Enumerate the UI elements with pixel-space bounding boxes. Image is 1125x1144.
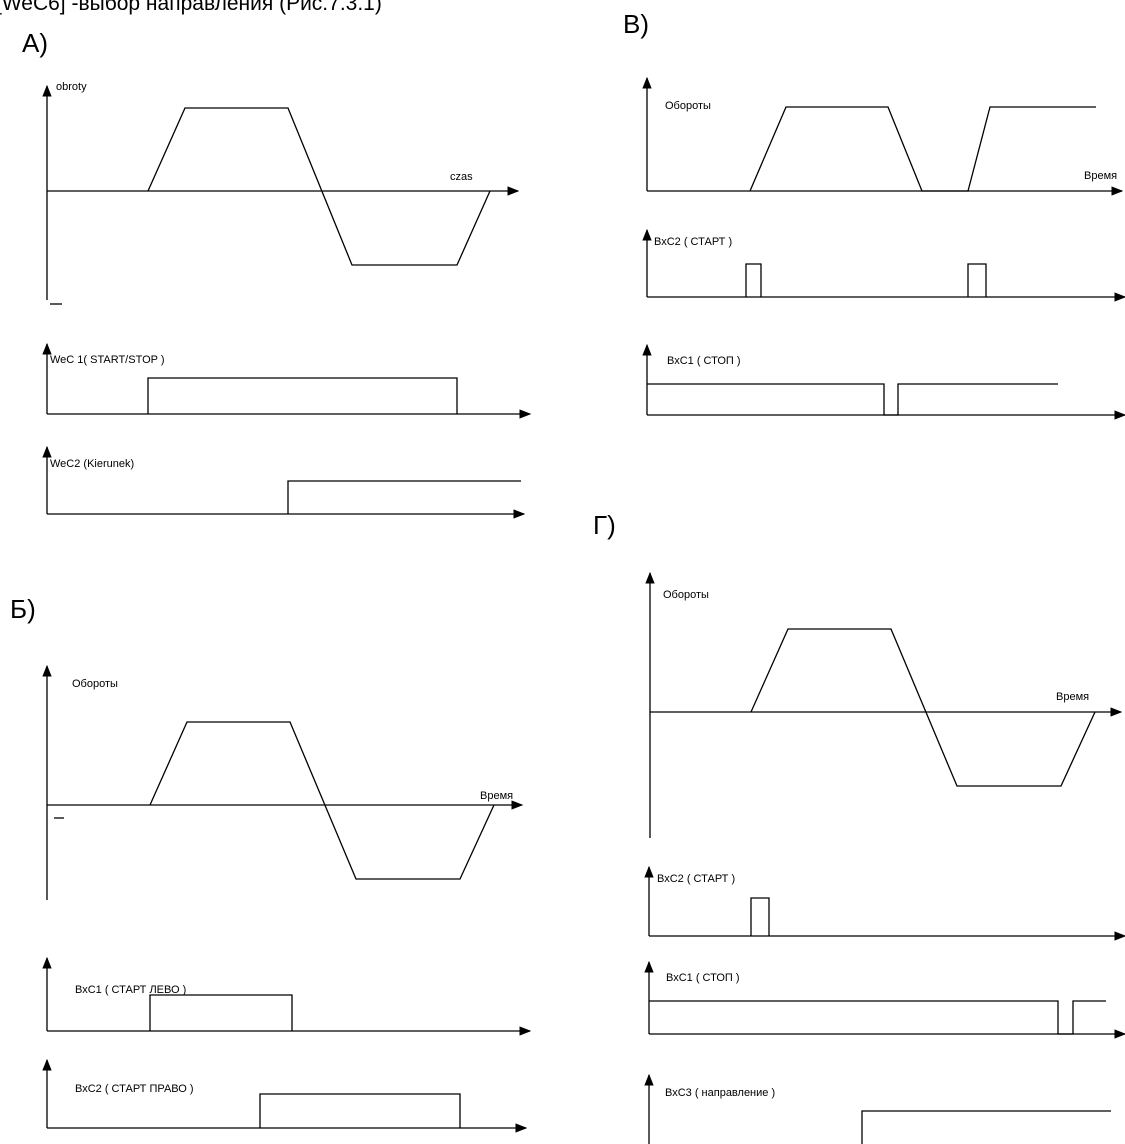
b-right-pulse bbox=[259, 1093, 461, 1128]
a-time-label: czas bbox=[450, 171, 473, 183]
a-wec2-label: WeC2 (Kierunek) bbox=[50, 458, 134, 470]
g-speed-trace bbox=[750, 628, 1096, 787]
panel-g: Г) Обороты Время ВхС2 ( СТАРТ ) ВхС1 ( С… bbox=[593, 510, 1125, 1144]
v-time-label: Время bbox=[1084, 170, 1117, 182]
v-start-label: ВхС2 ( СТАРТ ) bbox=[654, 236, 732, 248]
v-stop-trace bbox=[647, 383, 1058, 416]
b-left-pulse bbox=[149, 994, 293, 1031]
panel-b: Б) Обороты Время ВхС1 ( СТАРТ ЛЕВО ) ВхС… bbox=[10, 594, 532, 1133]
panel-a: А) obroty czas WeC 1( START/STOP ) WeC2 … bbox=[22, 28, 532, 519]
b-right-label: ВхС2 ( СТАРТ ПРАВО ) bbox=[75, 1083, 194, 1095]
v-start-pulse-2 bbox=[967, 263, 987, 297]
g-speed-label: Обороты bbox=[663, 589, 709, 601]
b-left-label: ВхС1 ( СТАРТ ЛЕВО ) bbox=[75, 984, 186, 996]
v-start-pulse-1 bbox=[745, 263, 762, 297]
g-stop-label: ВхС1 ( СТОП ) bbox=[666, 972, 740, 984]
v-speed-label: Обороты bbox=[665, 100, 711, 112]
panel-g-letter: Г) bbox=[593, 510, 616, 540]
g-start-pulse bbox=[750, 897, 770, 936]
a-wec1-pulse bbox=[147, 377, 458, 414]
b-time-label: Время bbox=[480, 790, 513, 802]
panel-v-letter: В) bbox=[623, 9, 649, 39]
b-speed-label: Обороты bbox=[72, 678, 118, 690]
panel-v: В) Обороты Время ВхС2 ( СТАРТ ) ВхС1 ( С… bbox=[623, 9, 1125, 420]
v-stop-label: ВхС1 ( СТОП ) bbox=[667, 355, 741, 367]
panel-a-letter: А) bbox=[22, 28, 48, 58]
g-stop-trace bbox=[649, 1000, 1106, 1035]
v-speed-trace bbox=[749, 106, 1096, 192]
g-start-label: ВхС2 ( СТАРТ ) bbox=[657, 873, 735, 885]
a-speed-label: obroty bbox=[56, 81, 87, 93]
panel-b-letter: Б) bbox=[10, 594, 36, 624]
g-dir-label: ВхС3 ( направление ) bbox=[665, 1087, 775, 1099]
g-dir-step bbox=[861, 1110, 1111, 1144]
a-speed-trace bbox=[147, 107, 491, 266]
a-wec1-label: WeC 1( START/STOP ) bbox=[50, 354, 165, 366]
g-time-label: Время bbox=[1056, 691, 1089, 703]
header-text: [WeC6] -выбор направления (Рис.7.3.1) bbox=[0, 0, 382, 15]
b-speed-trace bbox=[149, 721, 495, 880]
a-wec2-step bbox=[287, 480, 521, 514]
